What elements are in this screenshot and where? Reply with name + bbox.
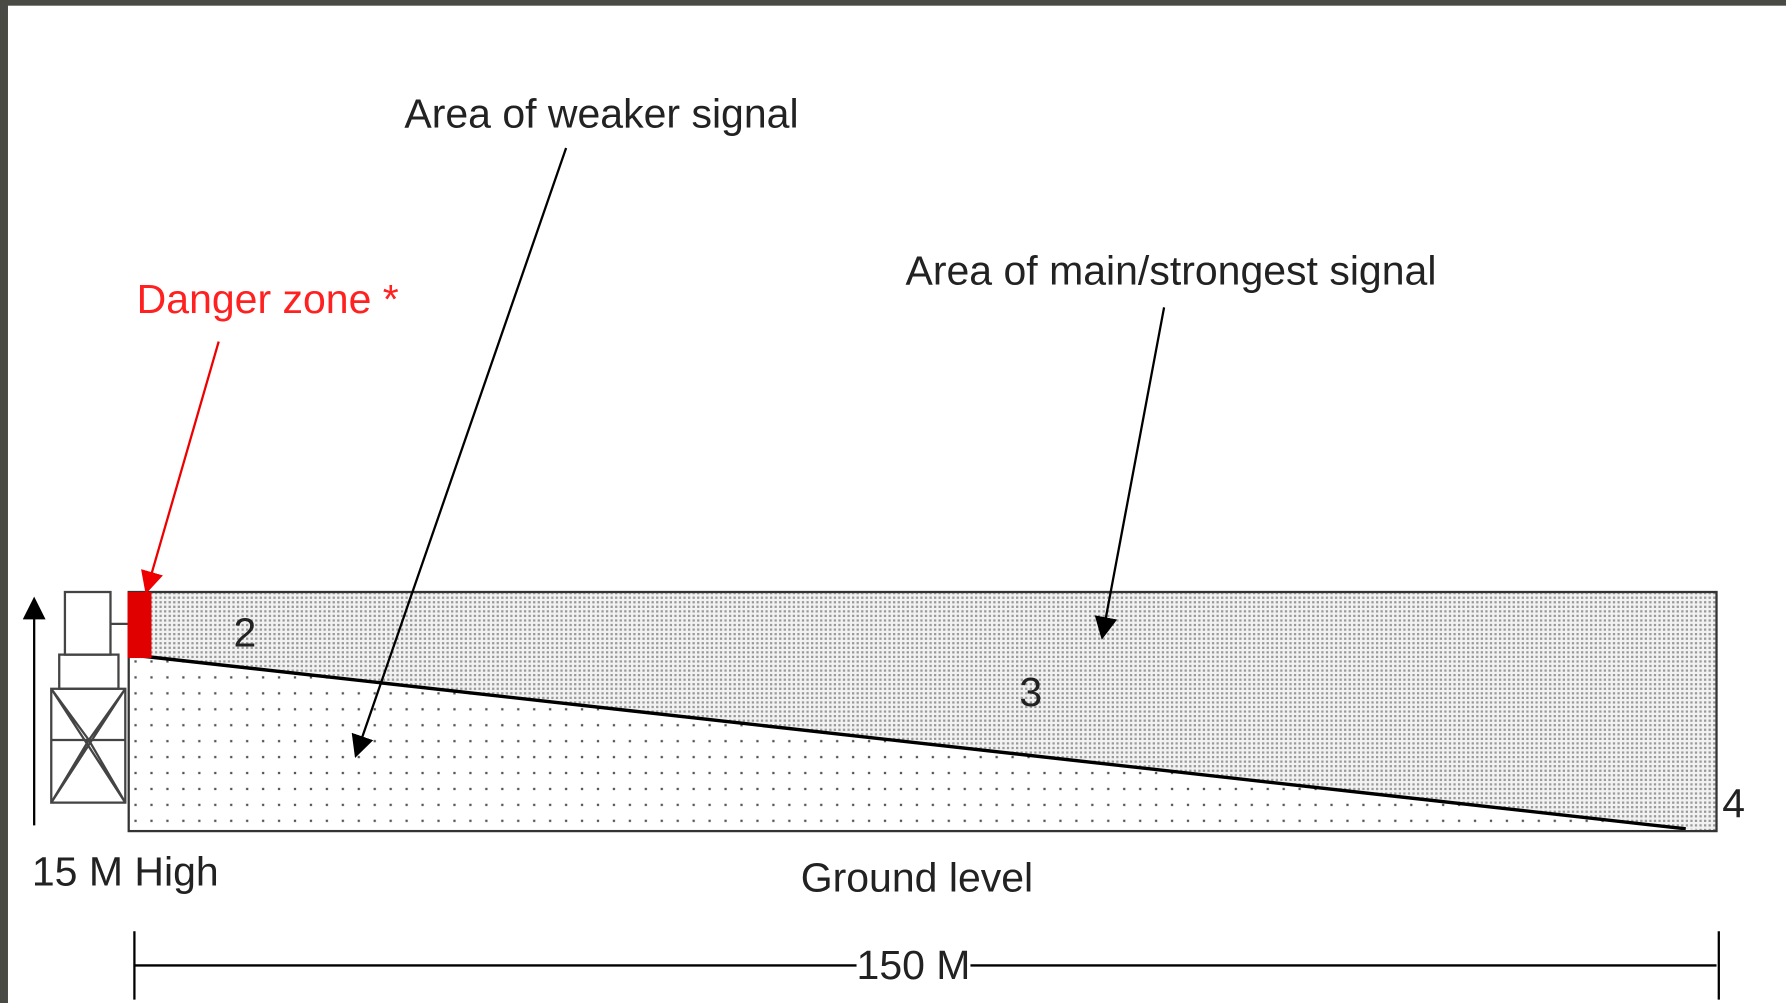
weaker-label: Area of weaker signal <box>404 91 798 137</box>
height-label: 15 M High <box>32 849 219 895</box>
frame-left <box>0 0 8 1003</box>
distance-label: 150 M <box>857 942 971 988</box>
main-label: Area of main/strongest signal <box>906 248 1437 294</box>
danger-pointer <box>141 341 220 595</box>
weaker-pointer <box>351 147 568 758</box>
main-pointer <box>1094 307 1166 640</box>
zone-label: 3 <box>1019 669 1042 715</box>
ground-label: Ground level <box>801 854 1033 900</box>
coverage <box>127 590 1718 833</box>
tower <box>50 590 128 804</box>
strong-area <box>128 592 1717 832</box>
zone-label: 2 <box>234 610 257 656</box>
danger-area <box>127 592 152 659</box>
frame-top <box>0 0 1786 6</box>
distance-bg <box>856 939 971 988</box>
outline <box>127 590 1718 833</box>
danger-label: Danger zone * <box>137 276 399 322</box>
zone-label: 4 <box>1722 780 1745 826</box>
boundary <box>128 652 1686 831</box>
